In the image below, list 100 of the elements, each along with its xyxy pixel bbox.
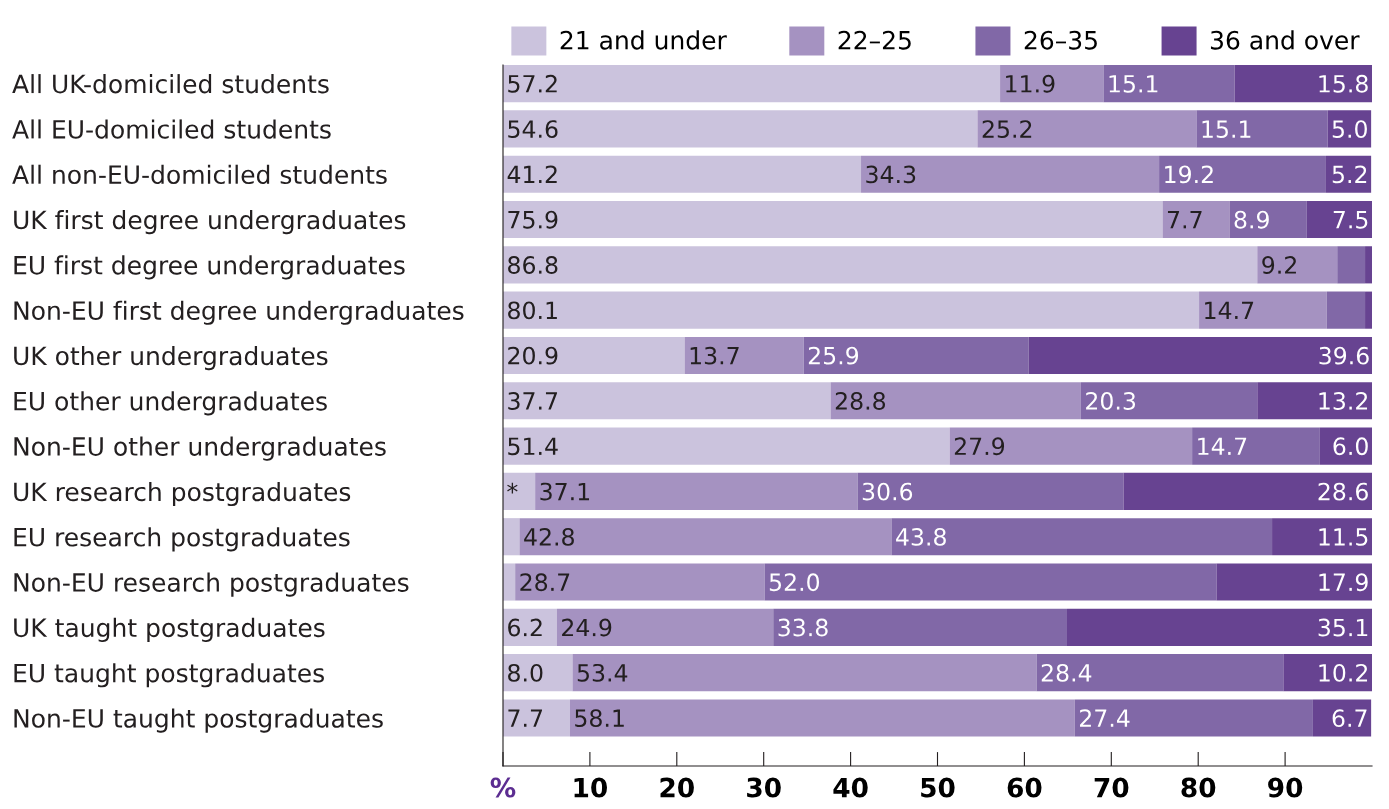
x-tick-label: 80 — [1181, 777, 1216, 798]
y-tick-label: All non-EU-domiciled students — [12, 164, 387, 185]
bar — [1123, 472, 1372, 510]
bar — [503, 336, 685, 375]
data-label: 30.6 — [862, 482, 913, 501]
y-tick-label: Non-EU research postgraduates — [14, 572, 409, 597]
data-label: 33.8 — [778, 618, 828, 637]
bar — [1337, 246, 1366, 284]
bar — [1365, 291, 1372, 329]
bar — [1306, 200, 1372, 239]
x-tick-label: 30 — [747, 777, 781, 798]
data-label: 17.9 — [1319, 573, 1368, 592]
data-label: 15.1 — [1202, 120, 1251, 139]
x-tick-label: 70 — [1094, 777, 1129, 798]
bar — [503, 110, 978, 148]
bar — [503, 472, 536, 510]
data-label: 28.8 — [835, 392, 886, 410]
legend-label: 36 and over — [1210, 30, 1360, 50]
bar — [830, 382, 1081, 420]
y-tick-label: Non-EU other undergraduates — [14, 436, 386, 461]
bar — [803, 336, 1029, 375]
bar — [1080, 382, 1258, 420]
y-tick-label: Non-EU taught postgraduates — [14, 708, 383, 733]
data-label: 6.7 — [1332, 709, 1367, 728]
bar — [891, 518, 1273, 556]
bar — [503, 654, 573, 692]
bar — [503, 382, 831, 420]
bar — [1192, 427, 1320, 465]
bar — [1365, 246, 1372, 284]
bar — [572, 654, 1037, 692]
bar — [569, 699, 1075, 737]
data-label: 11.9 — [1006, 74, 1055, 93]
data-label: 6.2 — [508, 618, 542, 637]
bar — [1036, 654, 1284, 692]
data-label: 14.7 — [1205, 301, 1254, 319]
data-label: 15.8 — [1319, 74, 1368, 93]
data-label: 37.1 — [540, 482, 590, 501]
data-label: 13.2 — [1319, 392, 1368, 410]
bar — [503, 200, 1163, 239]
y-tick-label: EU first degree undergraduates — [14, 255, 405, 280]
data-label: 11.5 — [1319, 528, 1368, 546]
y-tick-label: EU research postgraduates — [14, 527, 350, 552]
data-label: * — [507, 482, 518, 494]
bar — [1103, 65, 1235, 103]
bar — [535, 472, 858, 510]
data-label: 57.2 — [508, 74, 557, 93]
data-label: 51.4 — [508, 437, 558, 456]
y-tick-label: UK first degree undergraduates — [14, 210, 406, 235]
y-tick-label: UK other undergraduates — [14, 345, 328, 371]
bar — [503, 427, 950, 465]
bar — [1199, 291, 1327, 329]
data-label: 28.6 — [1318, 482, 1368, 501]
bar — [1074, 699, 1313, 737]
data-label: 7.7 — [508, 709, 543, 727]
data-label: 8.0 — [508, 663, 543, 682]
bar — [519, 518, 892, 556]
bar — [503, 155, 862, 193]
data-label: 42.8 — [524, 527, 574, 546]
data-label: 28.7 — [520, 573, 570, 592]
bar — [977, 110, 1197, 148]
bar — [1283, 654, 1372, 692]
data-label: 14.7 — [1198, 437, 1247, 455]
bar — [1066, 608, 1372, 646]
bar — [1326, 291, 1366, 329]
data-label: 20.9 — [508, 346, 558, 365]
data-label: 41.2 — [507, 165, 557, 183]
data-label: 52.0 — [769, 573, 820, 592]
x-tick-label: 10 — [574, 777, 607, 798]
data-label: 13.7 — [690, 346, 739, 365]
x-tick-label: % — [490, 777, 516, 798]
y-tick-label: All EU-domiciled students — [12, 119, 331, 139]
x-tick-label: 60 — [1007, 777, 1042, 798]
bar — [503, 291, 1200, 329]
data-label: 7.7 — [1167, 211, 1202, 229]
data-label: 35.1 — [1318, 618, 1368, 637]
data-label: 5.2 — [1332, 165, 1367, 184]
data-label: 6.0 — [1333, 437, 1368, 456]
bar — [1159, 155, 1326, 193]
data-label: 75.9 — [508, 210, 558, 229]
bar — [503, 246, 1258, 284]
x-tick-label: 90 — [1268, 777, 1303, 798]
bar — [1000, 65, 1104, 103]
bar — [1272, 518, 1372, 556]
data-label: 8.9 — [1234, 210, 1269, 229]
y-tick-label: UK taught postgraduates — [14, 617, 325, 643]
data-label: 19.2 — [1165, 165, 1213, 184]
data-label: 34.3 — [866, 165, 916, 184]
bar — [857, 472, 1124, 510]
data-label: 54.6 — [508, 120, 558, 139]
data-label: 28.4 — [1041, 663, 1092, 682]
bar — [1162, 200, 1230, 239]
y-tick-label: EU other undergraduates — [14, 391, 327, 416]
bar — [515, 563, 765, 601]
bar — [949, 427, 1193, 465]
bar — [1234, 65, 1372, 103]
data-label: 24.9 — [562, 618, 612, 637]
bar — [773, 608, 1067, 646]
data-label: 53.4 — [577, 663, 628, 682]
x-tick-label: 50 — [921, 777, 955, 798]
bar — [503, 65, 1001, 103]
